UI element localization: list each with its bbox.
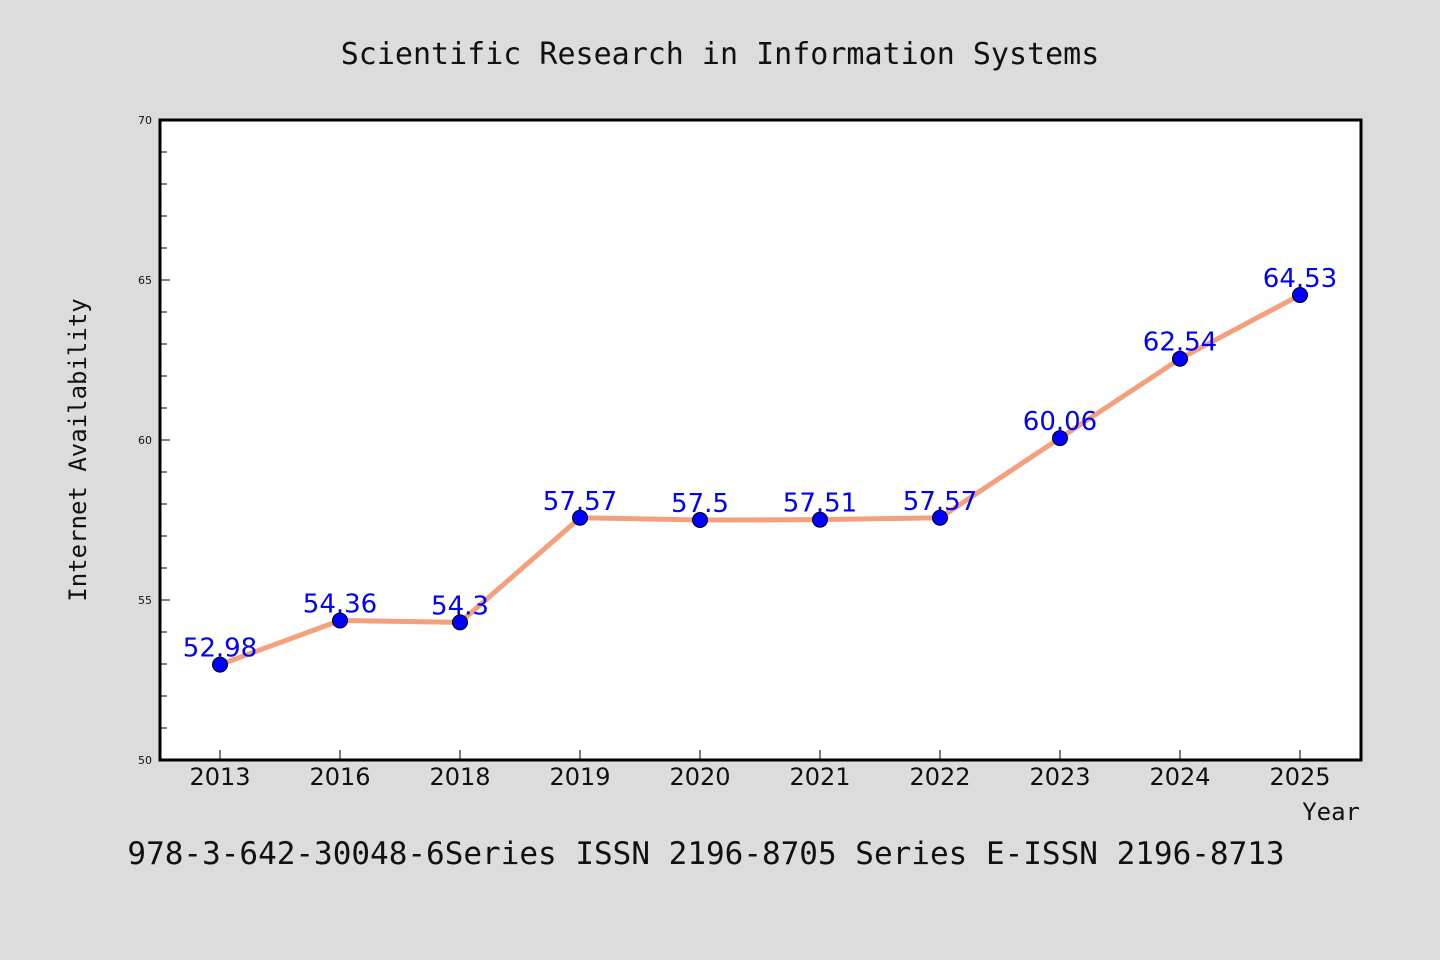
data-label: 60.06 bbox=[1023, 407, 1097, 437]
x-tick-label: 2013 bbox=[189, 763, 250, 791]
data-point bbox=[692, 512, 708, 528]
data-label: 57.57 bbox=[543, 487, 617, 517]
y-tick-label: 60 bbox=[138, 434, 152, 447]
y-tick-label: 70 bbox=[138, 114, 152, 127]
series-line bbox=[217, 292, 1303, 668]
data-label: 64.53 bbox=[1263, 264, 1337, 294]
data-point bbox=[812, 511, 828, 528]
data-point bbox=[212, 656, 228, 673]
data-point bbox=[1292, 287, 1308, 304]
footer-isbn-text: 978-3-642-30048-6Series ISSN 2196-8705 S… bbox=[127, 836, 1284, 872]
data-point bbox=[1052, 430, 1068, 447]
y-axis-ticks: 50 55 60 65 70 bbox=[138, 114, 170, 767]
data-label: 54.36 bbox=[303, 589, 377, 619]
data-label: 57.51 bbox=[783, 489, 857, 519]
x-tick-label: 2020 bbox=[669, 763, 730, 791]
y-tick-label: 65 bbox=[138, 274, 152, 287]
data-point bbox=[572, 509, 588, 526]
x-tick-label: 2018 bbox=[429, 763, 490, 791]
data-point bbox=[1172, 350, 1188, 367]
data-point bbox=[332, 612, 348, 629]
data-point bbox=[452, 614, 468, 631]
y-axis-label: Internet Availability bbox=[64, 298, 92, 601]
data-label: 57.57 bbox=[903, 487, 977, 517]
x-tick-label: 2024 bbox=[1149, 763, 1210, 791]
x-axis-ticks: 2013 2016 2018 2019 2020 2021 2022 2023 2024 2025 bbox=[189, 750, 1331, 791]
x-tick-label: 2023 bbox=[1029, 763, 1090, 791]
x-tick-label: 2021 bbox=[789, 763, 850, 791]
data-point bbox=[932, 509, 948, 526]
x-tick-label: 2016 bbox=[309, 763, 370, 791]
x-tick-label: 2022 bbox=[909, 763, 970, 791]
data-label: 54.3 bbox=[431, 591, 489, 621]
data-label: 57.5 bbox=[671, 489, 729, 519]
data-label: 52.98 bbox=[183, 634, 257, 664]
data-label: 62.54 bbox=[1143, 328, 1217, 358]
series-group: 52.98 54.36 54.3 57.57 57.5 57.51 57.57 60.06 62… bbox=[183, 264, 1337, 673]
x-tick-label: 2019 bbox=[549, 763, 610, 791]
y-tick-label: 50 bbox=[138, 754, 152, 767]
plot-area bbox=[158, 118, 1363, 762]
chart-title: Scientific Research in Information Syste… bbox=[341, 37, 1100, 72]
x-axis-label: Year bbox=[1302, 798, 1360, 826]
y-tick-label: 55 bbox=[138, 594, 152, 607]
x-tick-label: 2025 bbox=[1269, 763, 1330, 791]
